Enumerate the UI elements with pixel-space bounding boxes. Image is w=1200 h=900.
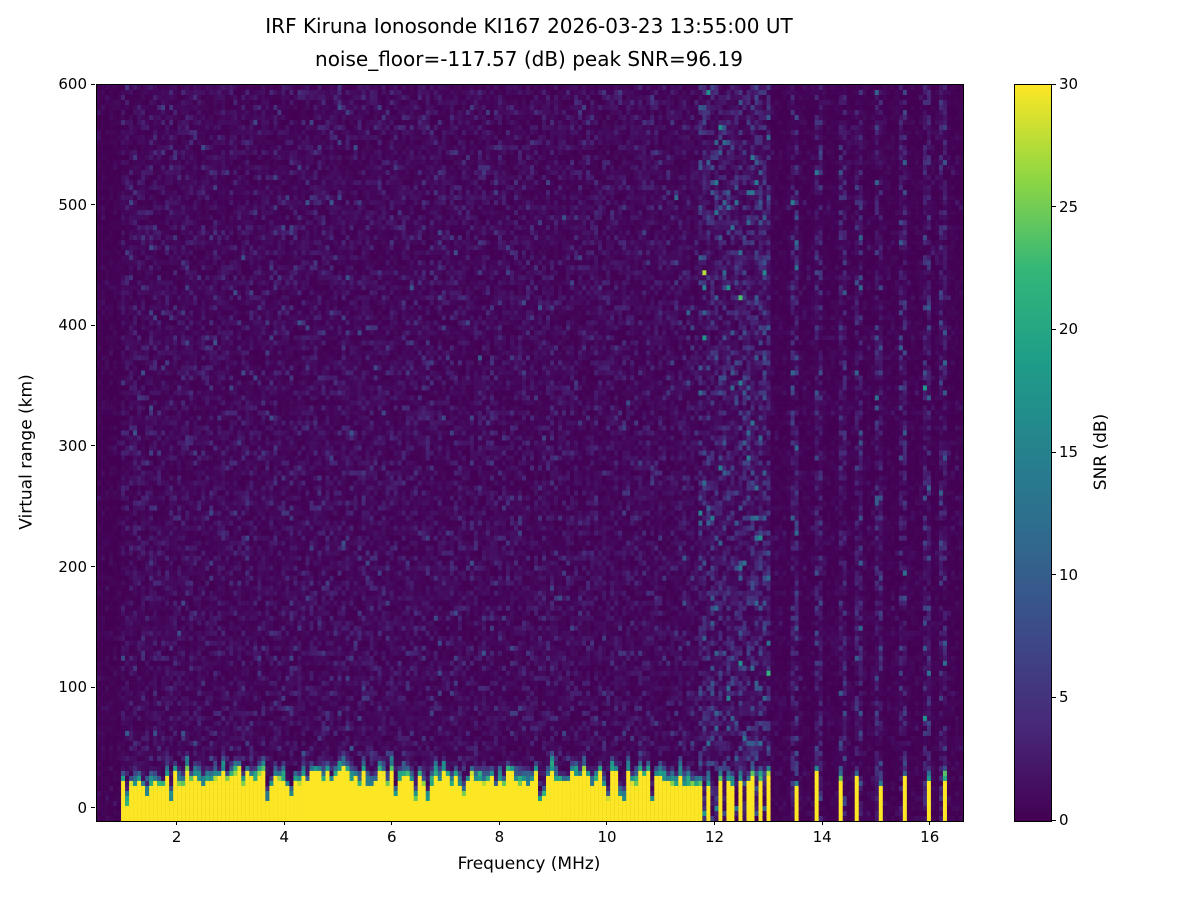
- colorbar-tick-label: 30: [1059, 75, 1079, 93]
- colorbar-canvas: [1015, 85, 1051, 821]
- colorbar-tick-label: 5: [1059, 688, 1069, 707]
- colorbar-tick-label: 15: [1059, 443, 1079, 461]
- y-tick-label: 500: [58, 195, 87, 214]
- ionogram-heatmap-canvas: [97, 85, 963, 821]
- x-tick-mark: [929, 821, 931, 825]
- x-tick-mark: [283, 821, 285, 825]
- y-tick-label: 300: [58, 436, 87, 455]
- x-tick-label: 2: [171, 828, 182, 846]
- colorbar-tick-label: 0: [1059, 811, 1069, 829]
- chart-title-line1: IRF Kiruna Ionosonde KI167 2026-03-23 13…: [265, 14, 793, 38]
- colorbar-tick-mark: [1052, 451, 1056, 453]
- colorbar-label-wrap: SNR (dB): [1088, 84, 1114, 820]
- y-tick-mark: [91, 566, 95, 568]
- x-tick-mark: [606, 821, 608, 825]
- x-tick-label: 8: [494, 828, 505, 846]
- y-axis-label: Virtual range (km): [17, 374, 37, 530]
- colorbar-tick-mark: [1052, 696, 1056, 698]
- colorbar-tick-label: 20: [1059, 320, 1079, 339]
- chart-title: IRF Kiruna Ionosonde KI167 2026-03-23 13…: [96, 10, 962, 76]
- y-tick-label: 100: [58, 678, 87, 697]
- x-tick-mark: [391, 821, 393, 825]
- colorbar-tick-mark: [1052, 574, 1056, 576]
- y-tick-mark: [91, 807, 95, 809]
- x-tick-label: 6: [387, 828, 397, 846]
- y-tick-mark: [91, 324, 95, 326]
- y-axis-label-wrap: Virtual range (km): [14, 84, 40, 820]
- colorbar-tick-mark: [1052, 206, 1056, 208]
- y-tick-mark: [91, 204, 95, 206]
- x-tick-mark: [821, 821, 823, 825]
- y-tick-mark: [91, 686, 95, 688]
- colorbar-tick-label: 10: [1059, 565, 1079, 584]
- x-axis-label: Frequency (MHz): [457, 854, 601, 874]
- x-tick-label: 16: [920, 828, 940, 846]
- colorbar-tick-mark: [1052, 83, 1056, 85]
- y-tick-label: 400: [58, 316, 87, 335]
- chart-title-line2: noise_floor=-117.57 (dB) peak SNR=96.19: [315, 47, 743, 71]
- x-tick-mark: [714, 821, 716, 825]
- y-tick-mark: [91, 83, 95, 85]
- x-tick-label: 12: [705, 828, 725, 846]
- colorbar-label: SNR (dB): [1091, 413, 1112, 491]
- x-tick-label: 4: [279, 828, 290, 846]
- colorbar-tick-mark: [1052, 328, 1056, 330]
- x-tick-label: 10: [597, 828, 617, 846]
- plot-area: [96, 84, 964, 822]
- y-tick-mark: [91, 445, 95, 447]
- colorbar: [1014, 84, 1052, 822]
- y-tick-label: 600: [58, 75, 87, 93]
- colorbar-tick-mark: [1052, 819, 1056, 821]
- y-tick-label: 200: [58, 557, 87, 576]
- x-tick-mark: [176, 821, 178, 825]
- colorbar-tick-label: 25: [1059, 197, 1079, 216]
- x-tick-label: 14: [812, 828, 832, 846]
- x-tick-mark: [498, 821, 500, 825]
- y-tick-label: 0: [77, 798, 87, 817]
